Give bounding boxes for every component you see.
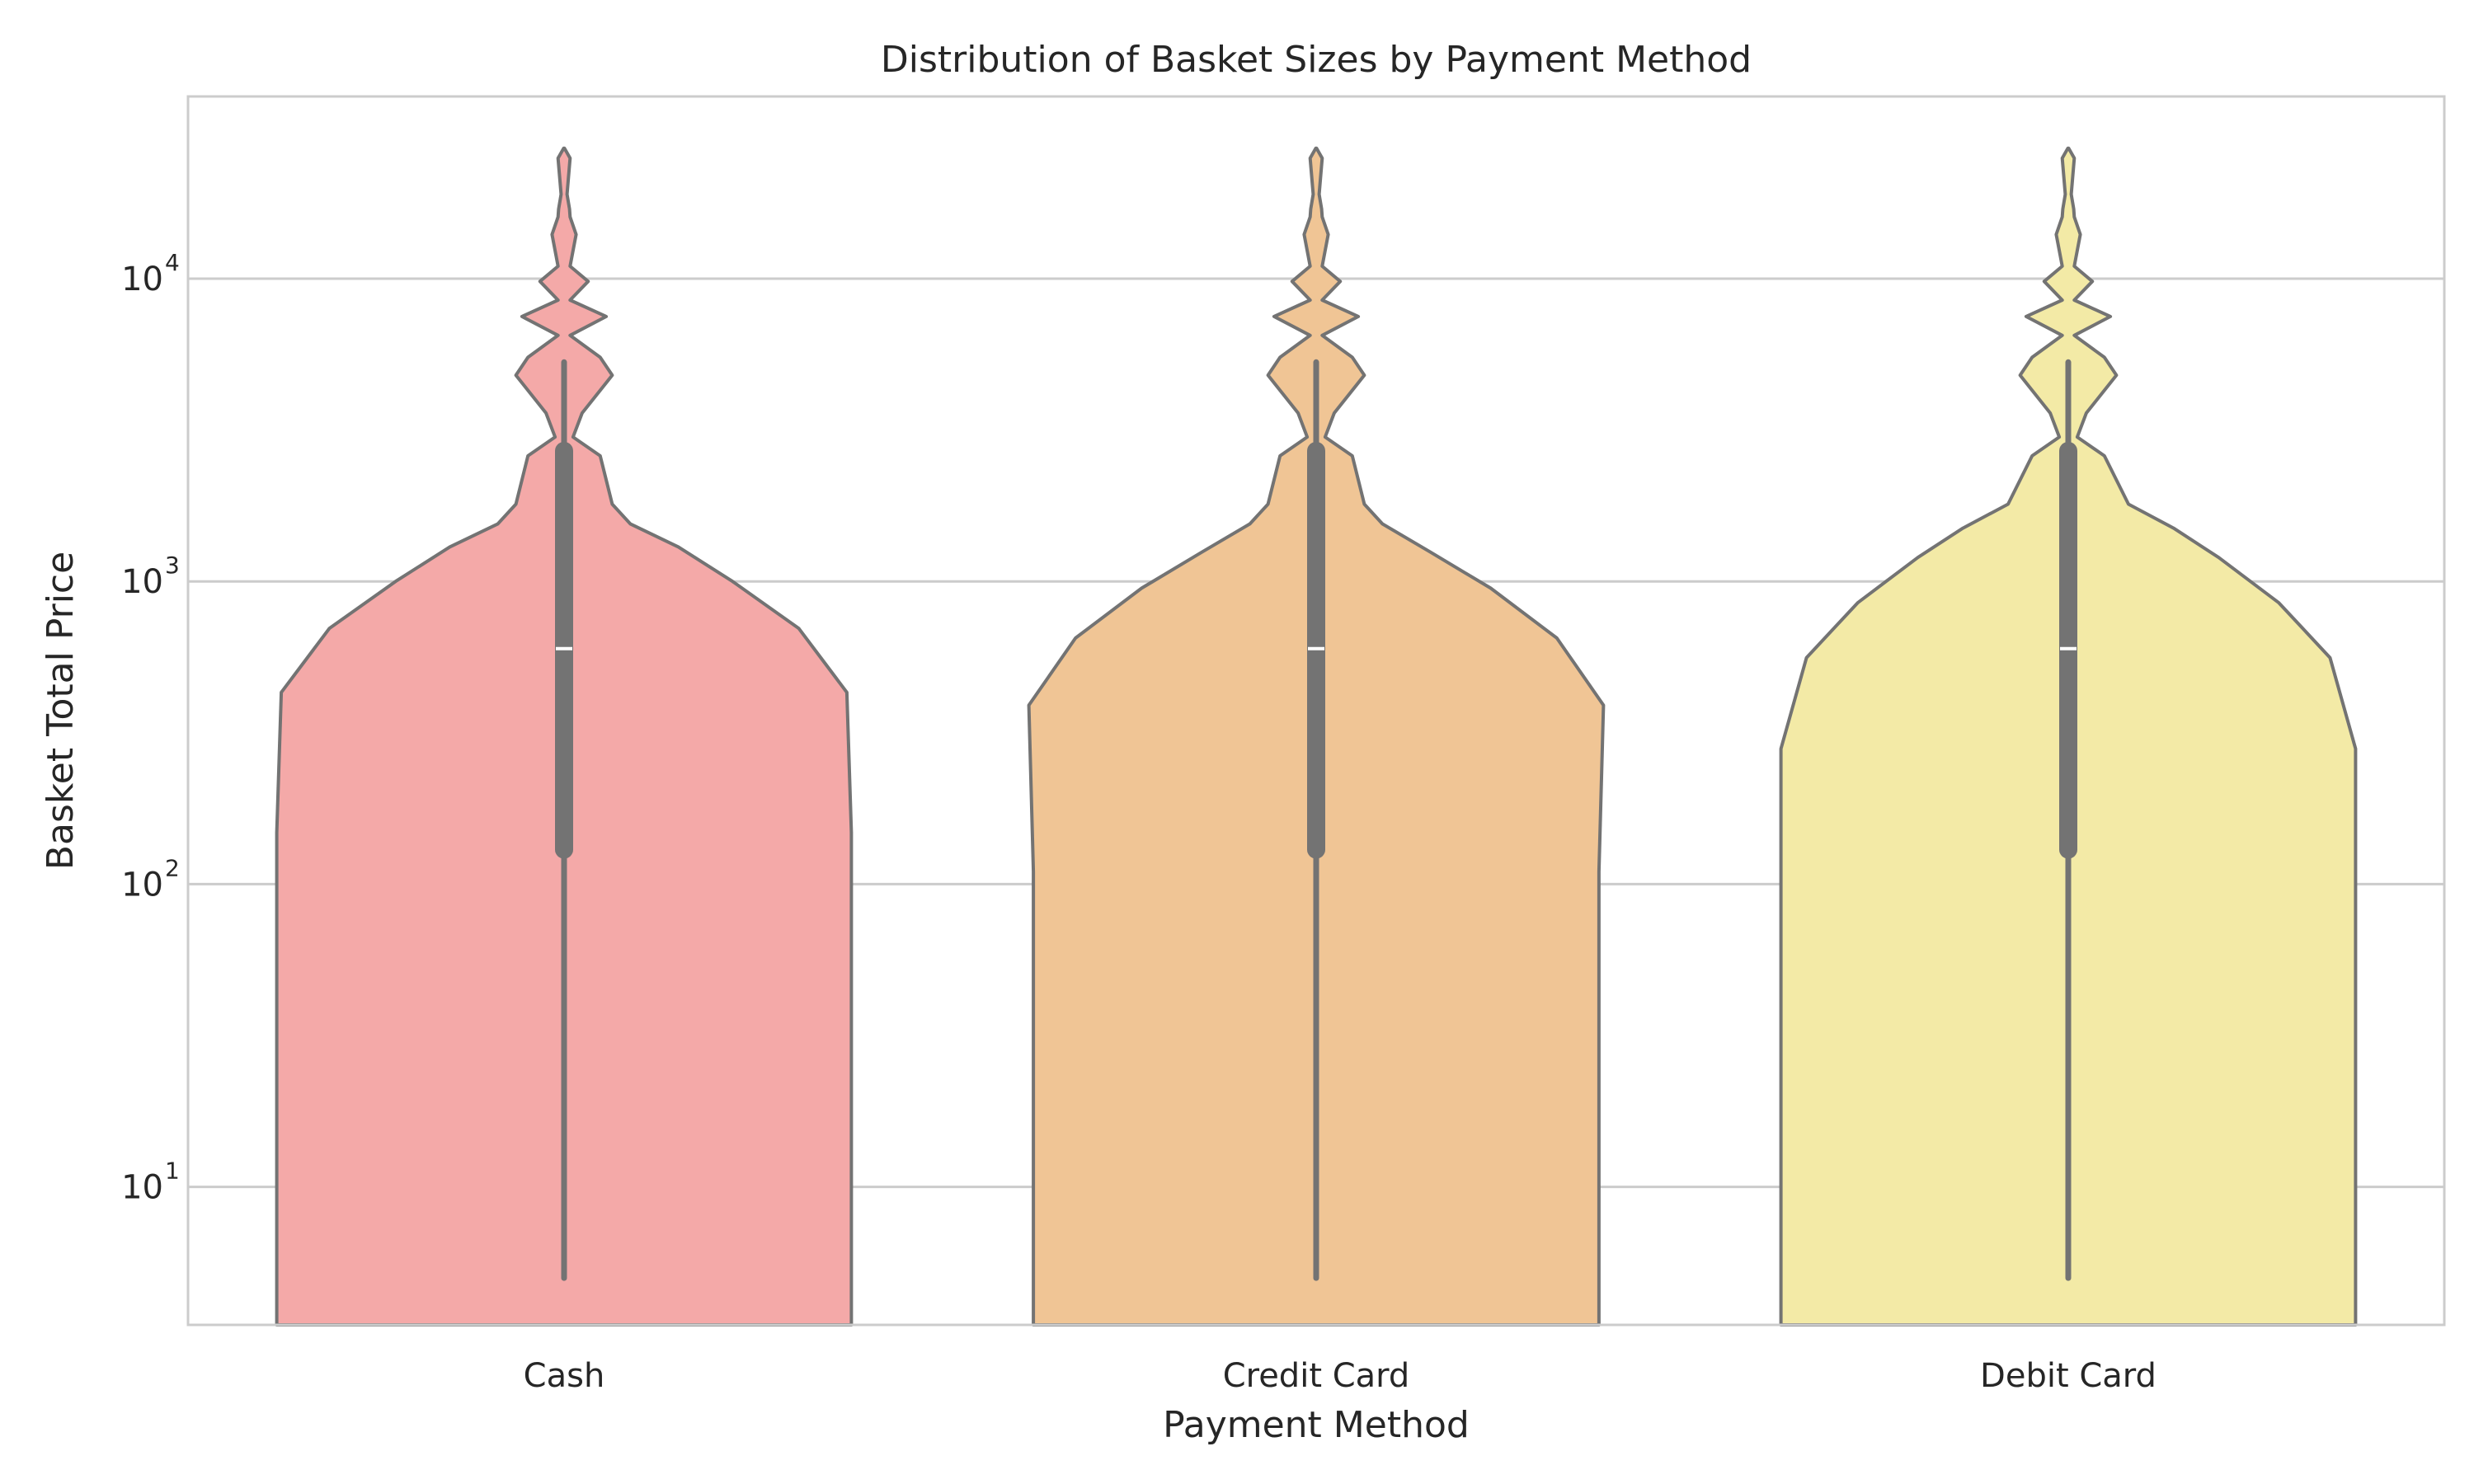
x-tick-label: Credit Card (1223, 1357, 1410, 1395)
y-tick-exponent: 3 (165, 552, 180, 579)
plot-frame (186, 95, 2446, 1327)
violin-group (1779, 146, 2358, 1327)
y-tick-label: 10 (121, 1169, 163, 1207)
violin-layer (275, 146, 2358, 1327)
x-tick-label: Cash (524, 1357, 605, 1395)
violin-group (275, 146, 854, 1327)
chart-title: Distribution of Basket Sizes by Payment … (881, 39, 1752, 81)
y-axis-label: Basket Total Price (40, 552, 82, 870)
y-tick-label: 10 (121, 563, 163, 601)
y-tick-exponent: 4 (165, 249, 180, 276)
y-tick-label: 10 (121, 261, 163, 298)
y-tick-exponent: 1 (165, 1158, 180, 1185)
x-axis-label: Payment Method (1163, 1404, 1470, 1446)
y-tick-label: 10 (121, 866, 163, 904)
y-tick-exponent: 2 (165, 854, 180, 881)
violin-group (1027, 146, 1606, 1327)
x-tick-labels: Cash Credit Card Debit Card (524, 1357, 2157, 1395)
x-tick-label: Debit Card (1980, 1357, 2157, 1395)
